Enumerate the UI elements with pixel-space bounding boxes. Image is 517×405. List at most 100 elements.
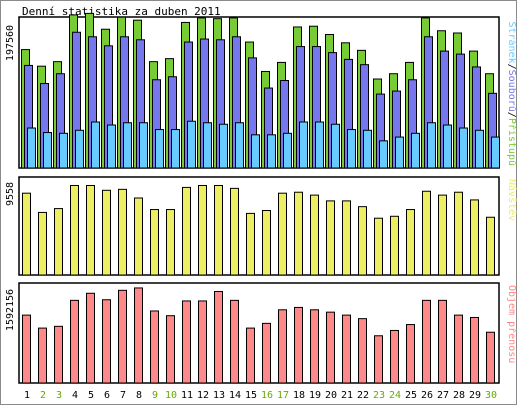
x-tick-label: 29 bbox=[469, 390, 481, 401]
panel-frame bbox=[18, 176, 500, 276]
bar-stranek bbox=[459, 127, 468, 169]
bar-navstev bbox=[118, 188, 127, 276]
bar-objem bbox=[54, 325, 63, 384]
x-tick-label: 21 bbox=[341, 390, 353, 401]
bar-navstev bbox=[358, 206, 367, 276]
legend-item: Objem přenosu bbox=[506, 285, 517, 363]
y-max-label: 9558 bbox=[5, 182, 16, 206]
bar-stranek bbox=[331, 123, 340, 169]
bar-objem bbox=[310, 309, 319, 384]
bar-stranek bbox=[187, 120, 196, 169]
bar-stranek bbox=[379, 140, 388, 169]
bar-stranek bbox=[395, 136, 404, 169]
bar-stranek bbox=[43, 132, 52, 169]
x-tick-label: 9 bbox=[152, 390, 158, 401]
bar-stranek bbox=[203, 122, 212, 169]
x-tick-label: 10 bbox=[165, 390, 177, 401]
x-tick-label: 2 bbox=[40, 390, 46, 401]
x-tick-label: 13 bbox=[213, 390, 225, 401]
bar-navstev bbox=[486, 216, 495, 276]
legend-separator: / bbox=[506, 64, 517, 70]
legend: Návštěv bbox=[506, 179, 517, 221]
x-tick-label: 3 bbox=[56, 390, 62, 401]
bar-objem bbox=[166, 315, 175, 384]
bar-objem bbox=[102, 299, 111, 384]
x-tick-label: 1 bbox=[24, 390, 30, 401]
bar-navstev bbox=[246, 212, 255, 276]
bar-stranek bbox=[91, 121, 100, 169]
bar-objem bbox=[70, 299, 79, 384]
x-tick-label: 7 bbox=[120, 390, 126, 401]
bar-stranek bbox=[299, 121, 308, 169]
bar-stranek bbox=[315, 121, 324, 169]
legend-separator: / bbox=[506, 112, 517, 118]
bar-objem bbox=[342, 314, 351, 384]
bar-stranek bbox=[251, 134, 260, 169]
x-tick-label: 4 bbox=[72, 390, 78, 401]
bar-navstev bbox=[230, 187, 239, 276]
bar-stranek bbox=[427, 122, 436, 169]
bar-navstev bbox=[38, 211, 47, 276]
bar-navstev bbox=[134, 197, 143, 276]
bar-navstev bbox=[422, 190, 431, 276]
bar-stranek bbox=[475, 129, 484, 169]
bar-navstev bbox=[22, 192, 31, 276]
x-tick-label: 8 bbox=[136, 390, 142, 401]
bar-objem bbox=[38, 327, 47, 384]
bar-objem bbox=[198, 300, 207, 384]
bar-objem bbox=[150, 310, 159, 384]
bar-stranek bbox=[491, 136, 500, 169]
legend-item: Návštěv bbox=[506, 179, 517, 221]
bar-stranek bbox=[443, 124, 452, 169]
bar-objem bbox=[214, 290, 223, 384]
x-tick-label: 19 bbox=[309, 390, 321, 401]
bar-navstev bbox=[150, 209, 159, 276]
x-tick-label: 26 bbox=[421, 390, 433, 401]
bar-objem bbox=[262, 322, 271, 384]
bar-objem bbox=[246, 327, 255, 384]
bar-navstev bbox=[326, 200, 335, 276]
x-tick-label: 24 bbox=[389, 390, 401, 401]
bar-objem bbox=[22, 314, 31, 384]
bar-objem bbox=[390, 329, 399, 384]
x-tick-label: 17 bbox=[277, 390, 289, 401]
bar-stranek bbox=[139, 122, 148, 169]
bar-objem bbox=[294, 306, 303, 384]
bar-navstev bbox=[454, 191, 463, 276]
x-tick-label: 27 bbox=[437, 390, 449, 401]
bar-stranek bbox=[59, 132, 68, 169]
bar-navstev bbox=[86, 184, 95, 276]
y-max-label: 197560 bbox=[5, 25, 16, 61]
bar-objem bbox=[230, 299, 239, 384]
bar-navstev bbox=[214, 184, 223, 276]
bar-navstev bbox=[438, 194, 447, 276]
x-tick-label: 20 bbox=[325, 390, 337, 401]
bar-objem bbox=[486, 331, 495, 384]
bar-stranek bbox=[363, 129, 372, 169]
x-tick-label: 25 bbox=[405, 390, 417, 401]
panel-frame bbox=[18, 282, 500, 384]
bar-navstev bbox=[294, 191, 303, 276]
bar-navstev bbox=[54, 208, 63, 276]
bar-stranek bbox=[235, 122, 244, 169]
bar-navstev bbox=[102, 189, 111, 276]
bar-stranek bbox=[171, 129, 180, 169]
x-tick-label: 14 bbox=[229, 390, 241, 401]
bar-navstev bbox=[310, 194, 319, 276]
bar-objem bbox=[326, 311, 335, 384]
bar-navstev bbox=[406, 209, 415, 276]
x-tick-label: 12 bbox=[197, 390, 209, 401]
bar-objem bbox=[454, 314, 463, 384]
bar-stranek bbox=[155, 129, 164, 169]
x-tick-label: 15 bbox=[245, 390, 257, 401]
bar-navstev bbox=[262, 210, 271, 276]
x-tick-label: 5 bbox=[88, 390, 94, 401]
legend: Objem přenosu bbox=[506, 285, 517, 363]
legend: Stránek/Souborů/Přístupů bbox=[506, 21, 517, 166]
x-tick-label: 23 bbox=[373, 390, 385, 401]
bar-navstev bbox=[166, 209, 175, 276]
bar-objem bbox=[470, 316, 479, 384]
x-tick-label: 30 bbox=[485, 390, 497, 401]
bar-navstev bbox=[374, 217, 383, 276]
